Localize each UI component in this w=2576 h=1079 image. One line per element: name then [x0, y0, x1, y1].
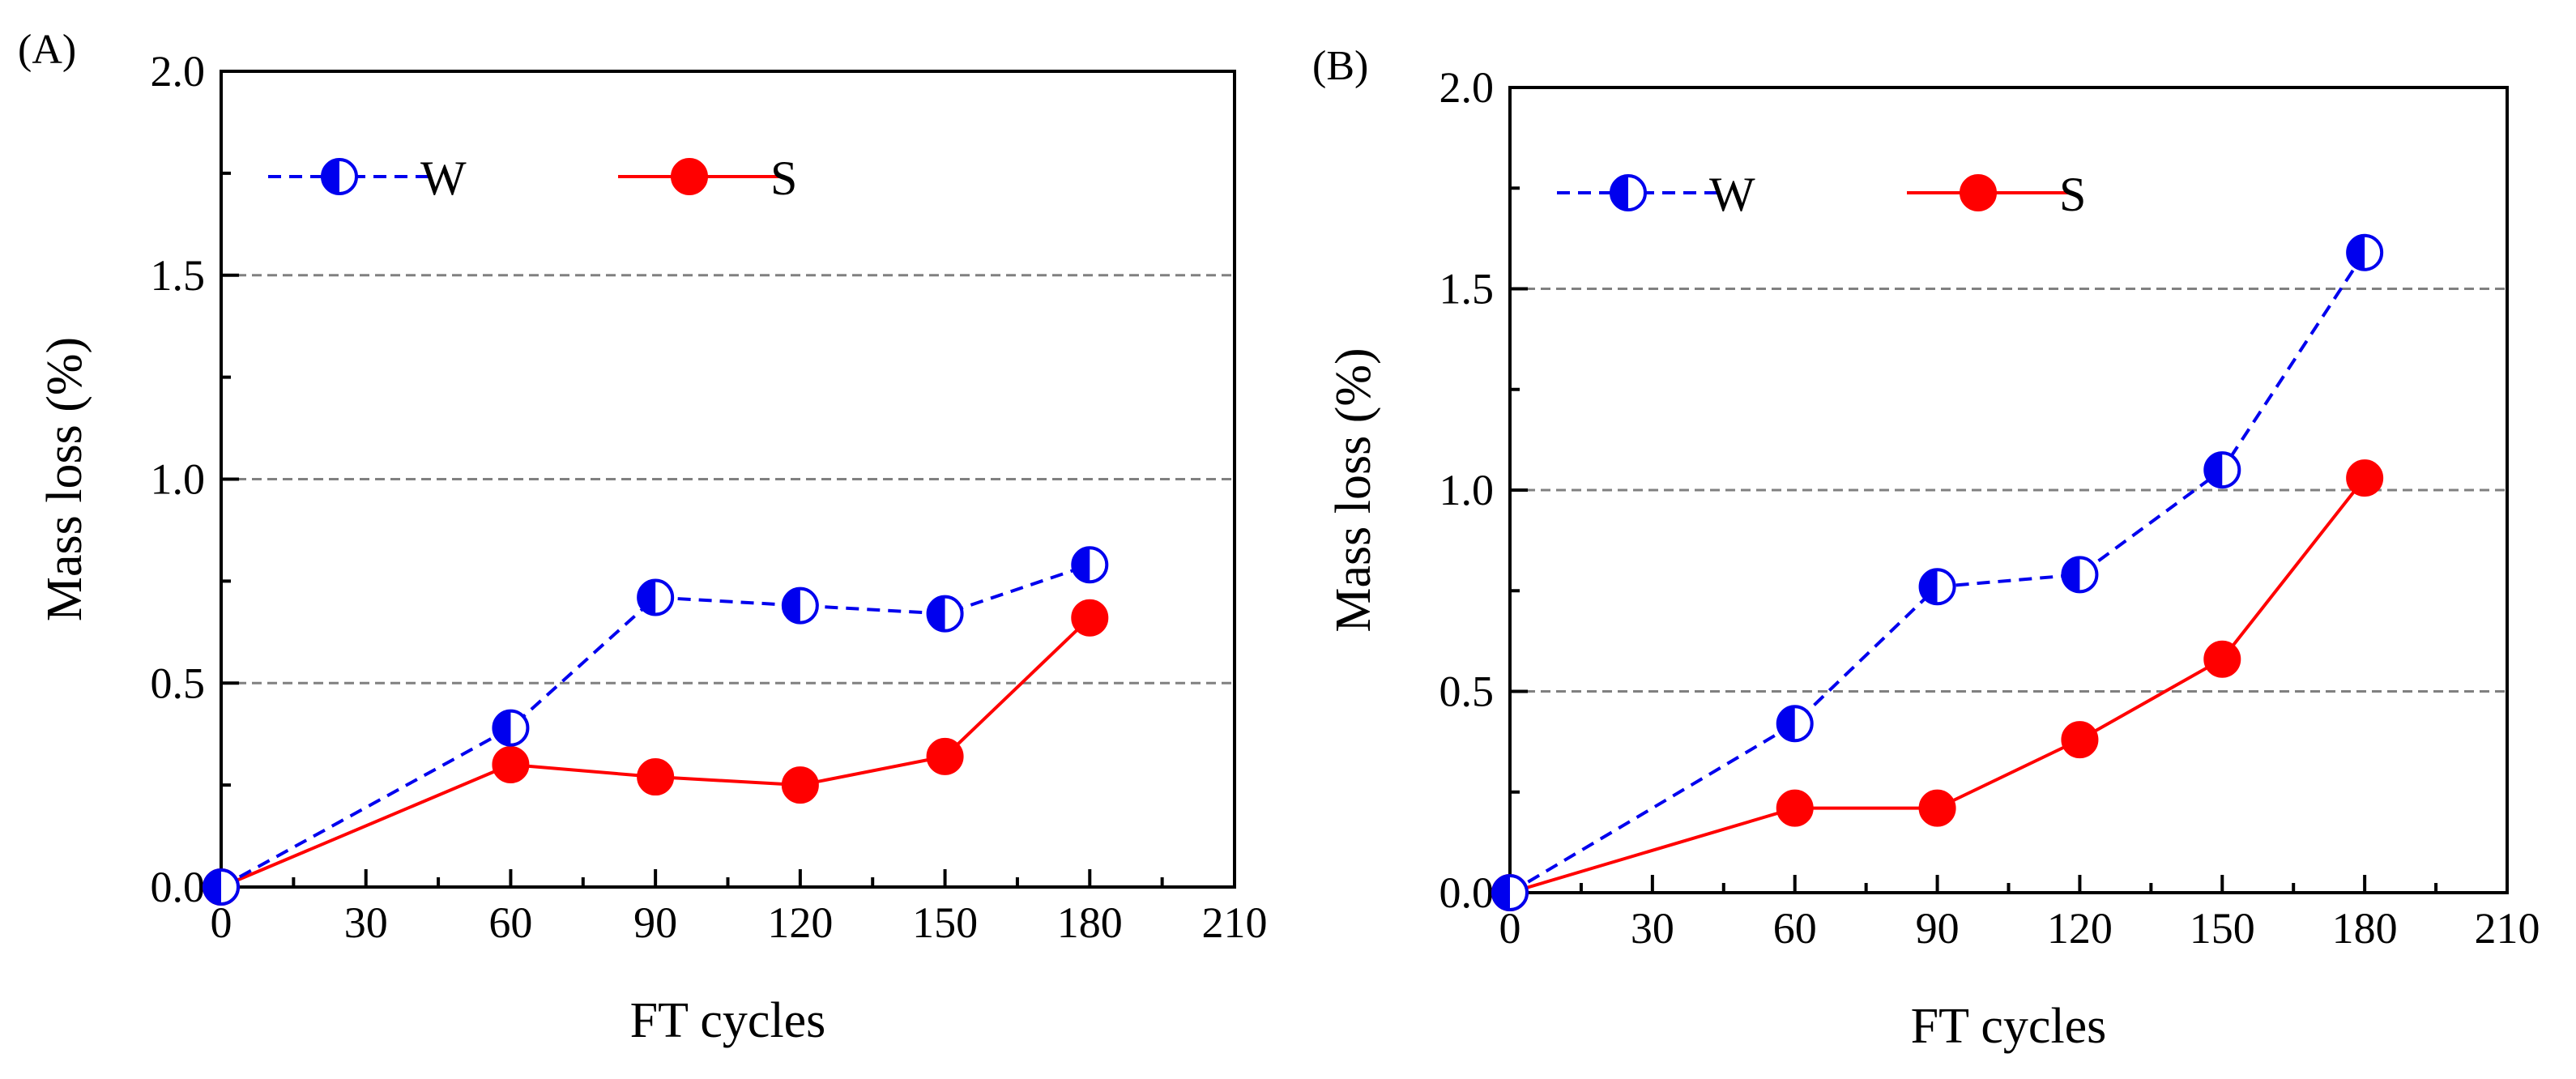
y-axis-title: Mass loss (%)	[37, 337, 92, 621]
x-tick-label: 210	[2475, 904, 2540, 953]
data-point	[1776, 789, 1814, 827]
y-tick-label: 1.0	[1439, 466, 1495, 514]
x-tick-label: 180	[1057, 898, 1123, 947]
data-point	[2346, 459, 2384, 497]
x-tick-label: 120	[2047, 904, 2113, 953]
data-point	[1776, 705, 1814, 743]
y-tick-label: 0.5	[151, 659, 206, 707]
y-tick-label: 0.0	[151, 863, 206, 911]
data-point	[2061, 556, 2099, 594]
legend-marker	[321, 158, 358, 195]
y-tick-label: 0.5	[1439, 667, 1495, 716]
y-axis-title: Mass loss (%)	[1326, 348, 1381, 632]
series-s	[203, 599, 1109, 906]
data-point	[637, 758, 675, 796]
data-point	[926, 595, 964, 633]
x-axis-title: FT cycles	[1911, 999, 2107, 1054]
y-tick-label: 2.0	[1439, 63, 1495, 112]
x-tick-label: 150	[2190, 904, 2255, 953]
legend-marker	[1960, 174, 1997, 211]
x-tick-label: 60	[1773, 904, 1817, 953]
chart-panel-a: (A) 0 30 60 90 120 150 180 210 0.0 0.5 1.0 1.5 2.0 FT …	[18, 27, 1268, 1048]
y-tick-label: 2.0	[151, 47, 206, 96]
data-point	[2203, 640, 2241, 678]
data-point	[1918, 789, 1956, 827]
x-tick-label: 60	[488, 898, 532, 947]
x-tick-label: 180	[2332, 904, 2398, 953]
legend-marker	[1610, 174, 1647, 211]
legend-item-w: W	[1557, 168, 1755, 221]
x-tick-label: 120	[767, 898, 833, 947]
chart-panel-b: (B) 0 30 60 90 120 150 180 210 0.0 0.5 1.0 1.5 2.0 FT …	[1312, 43, 2540, 1054]
x-tick-label: 90	[1916, 904, 1960, 953]
data-point	[203, 868, 240, 906]
series-line	[220, 563, 1090, 889]
data-point	[1071, 546, 1109, 584]
series-line	[220, 616, 1091, 889]
x-tick-label: 0	[1499, 904, 1521, 953]
panel-label: (B)	[1312, 43, 1368, 89]
data-point	[637, 578, 675, 616]
legend-label: W	[420, 151, 467, 205]
series-w	[1491, 233, 2384, 911]
series-s	[1491, 459, 2384, 911]
data-point	[2346, 233, 2384, 271]
data-point	[781, 586, 819, 625]
x-tick-label: 30	[344, 898, 388, 947]
legend-label: S	[770, 151, 797, 205]
series-line	[1508, 251, 2366, 894]
data-point	[1918, 568, 1956, 606]
legend-item-s: S	[1907, 168, 2086, 221]
data-point	[2061, 721, 2099, 759]
y-tick-label: 1.5	[1439, 265, 1495, 313]
data-point	[492, 709, 530, 747]
data-point	[492, 745, 530, 783]
series-line	[1509, 476, 2366, 894]
data-point	[1071, 599, 1109, 637]
legend-marker	[671, 158, 708, 195]
y-tick-label: 1.5	[151, 251, 206, 300]
legend-label: S	[2059, 168, 2086, 221]
plot-frame	[220, 70, 1236, 889]
series-w	[203, 546, 1109, 906]
data-point	[1491, 874, 1529, 911]
x-tick-label: 30	[1631, 904, 1674, 953]
y-tick-label: 0.0	[1439, 868, 1495, 917]
data-point	[2203, 451, 2241, 489]
x-axis-title: FT cycles	[630, 993, 826, 1048]
x-tick-label: 210	[1202, 898, 1268, 947]
x-tick-label: 0	[211, 898, 232, 947]
data-point	[781, 766, 819, 804]
y-tick-label: 1.0	[151, 455, 206, 504]
x-tick-label: 90	[633, 898, 677, 947]
legend-item-s: S	[618, 151, 797, 205]
x-tick-label: 150	[912, 898, 978, 947]
data-point	[926, 737, 964, 775]
legend-label: W	[1709, 168, 1755, 221]
panel-label: (A)	[18, 27, 76, 73]
legend-item-w: W	[268, 151, 467, 205]
